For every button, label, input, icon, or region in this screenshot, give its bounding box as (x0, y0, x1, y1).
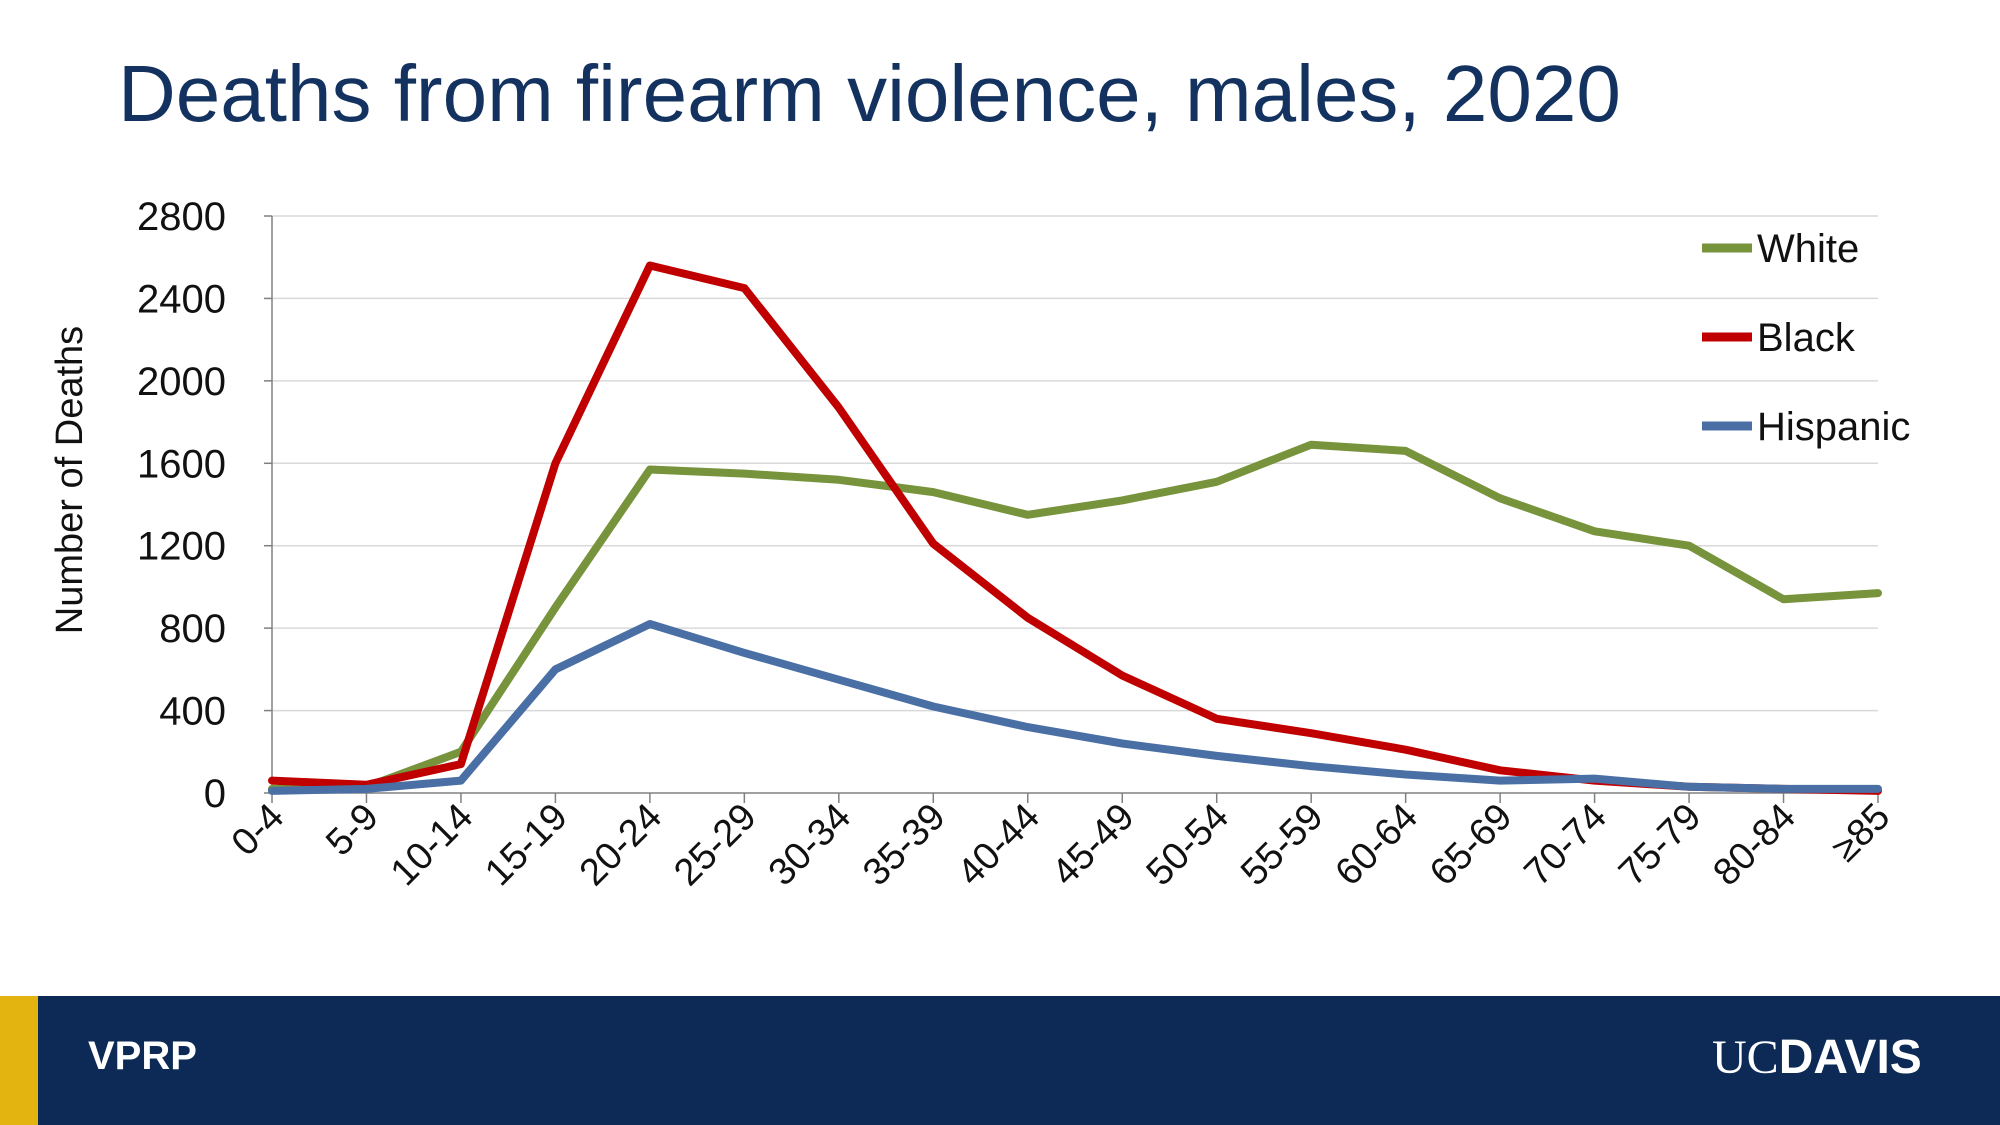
x-tick-label: 65-69 (1422, 796, 1520, 894)
y-tick-label: 2000 (137, 360, 226, 404)
logo-uc-text: UC (1712, 1031, 1779, 1084)
y-tick-label: 800 (159, 607, 226, 651)
slide-title: Deaths from firearm violence, males, 202… (118, 49, 1621, 138)
x-tick-label: 0-4 (224, 796, 293, 865)
logo-davis-text: DAVIS (1778, 1031, 1922, 1084)
x-tick-label: 45-49 (1044, 796, 1142, 894)
x-tick-label: 30-34 (761, 796, 859, 894)
y-tick-label: 2400 (137, 277, 226, 321)
x-tick-label: 70-74 (1517, 796, 1615, 894)
x-tick-label: 80-84 (1705, 796, 1803, 894)
y-tick-label: 400 (159, 690, 226, 734)
x-tick-label: 55-59 (1233, 796, 1331, 894)
uc-davis-logo: UCDAVIS (1712, 1030, 1922, 1085)
x-tick-label: 60-64 (1328, 796, 1426, 894)
y-tick-label: 1200 (137, 525, 226, 569)
footer-org-label: VPRP (88, 1034, 197, 1078)
legend-label: White (1757, 227, 1859, 271)
footer-bar: VPRP UCDAVIS (0, 996, 2000, 1125)
y-axis-title: Number of Deaths (49, 326, 91, 634)
y-tick-label: 1600 (137, 442, 226, 486)
series-lines (268, 261, 1882, 795)
y-tick-labels: 0 400 800 1200 1600 2000 2400 2800 (137, 195, 226, 816)
x-tick-label: 15-19 (477, 796, 575, 894)
legend-label: Black (1757, 316, 1856, 360)
x-tick-label: 35-39 (855, 796, 953, 894)
x-tick-label: 75-79 (1611, 796, 1709, 894)
y-tick-label: 0 (204, 772, 226, 816)
x-tick-label: 40-44 (950, 796, 1048, 894)
legend-label: Hispanic (1757, 405, 1910, 449)
legend: White Black Hispanic (1702, 227, 1910, 449)
x-tick-labels: 0-4 5-910-1415-1920-2425-2930-3435-3940-4… (224, 796, 1899, 894)
gridlines (272, 215, 1878, 712)
x-tick-label: 10-14 (383, 796, 481, 894)
axes (264, 215, 1879, 803)
x-tick-label: 20-24 (572, 796, 670, 894)
x-tick-label: ≥85 (1824, 796, 1898, 870)
x-tick-label: 25-29 (666, 796, 764, 894)
series-line-white (268, 440, 1882, 793)
footer-accent-stripe (0, 996, 38, 1125)
series-line-hispanic (268, 620, 1882, 795)
y-tick-label: 2800 (137, 195, 226, 239)
x-tick-label: 5-9 (318, 796, 387, 865)
line-chart: 0 400 800 1200 1600 2000 2400 2800 0-4 5-910-141… (49, 195, 1910, 894)
series-line-black (268, 261, 1882, 795)
x-tick-label: 50-54 (1139, 796, 1237, 894)
